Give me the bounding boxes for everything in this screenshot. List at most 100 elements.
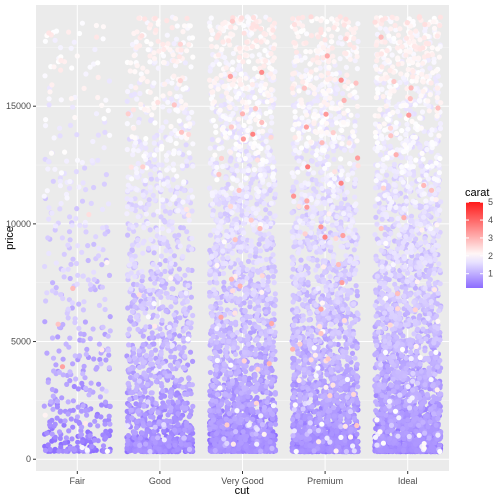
data-point	[125, 232, 131, 238]
data-point	[214, 262, 220, 268]
data-point	[267, 439, 273, 445]
data-point	[229, 210, 235, 216]
data-point	[249, 81, 255, 88]
data-point	[289, 441, 295, 447]
data-point	[96, 341, 102, 347]
data-point	[92, 46, 98, 53]
data-point	[80, 403, 86, 409]
data-point	[238, 416, 244, 422]
data-point	[133, 359, 139, 365]
data-point	[166, 108, 172, 114]
data-point	[167, 424, 173, 430]
data-point	[255, 366, 261, 372]
data-point	[236, 116, 242, 122]
data-point	[151, 152, 157, 158]
data-point	[243, 75, 249, 81]
data-point	[44, 430, 50, 436]
data-point	[99, 284, 105, 290]
data-point	[176, 118, 182, 124]
data-point	[44, 290, 50, 296]
data-point	[169, 25, 175, 31]
data-point	[124, 196, 130, 202]
data-point	[268, 134, 274, 140]
data-point	[90, 326, 96, 332]
data-point	[270, 174, 276, 180]
data-point	[41, 193, 47, 199]
data-point	[185, 282, 191, 289]
data-point	[65, 242, 71, 248]
data-point	[272, 182, 278, 188]
data-point	[129, 206, 135, 212]
data-point	[157, 172, 163, 178]
data-point	[175, 421, 181, 428]
data-point	[49, 82, 55, 88]
data-point	[149, 112, 155, 118]
data-point	[256, 100, 262, 106]
data-point	[133, 425, 140, 431]
data-point	[258, 413, 264, 419]
data-point	[151, 50, 157, 56]
data-point	[262, 47, 268, 54]
data-point	[190, 141, 196, 147]
data-point	[228, 276, 235, 282]
data-point	[239, 404, 245, 410]
data-point	[241, 349, 247, 355]
data-point	[180, 253, 186, 260]
data-point	[224, 422, 230, 428]
data-point	[70, 285, 76, 291]
data-point	[129, 309, 135, 315]
data-point	[68, 261, 74, 267]
data-point	[265, 93, 271, 99]
data-point	[139, 168, 145, 174]
data-point	[219, 46, 225, 53]
data-point	[170, 295, 176, 301]
data-point	[266, 361, 272, 367]
data-point	[66, 185, 73, 191]
data-point	[147, 448, 153, 455]
data-point	[268, 422, 274, 428]
data-point	[175, 399, 181, 405]
data-point	[142, 140, 148, 146]
data-point	[214, 177, 220, 183]
data-point	[257, 225, 263, 232]
data-point	[163, 308, 169, 314]
points-fair	[41, 20, 113, 454]
data-point	[270, 273, 276, 280]
data-point	[79, 159, 85, 166]
data-point	[161, 60, 167, 66]
data-point	[162, 364, 168, 370]
data-point	[184, 163, 190, 169]
data-point	[229, 167, 235, 173]
data-point	[57, 183, 64, 189]
data-point	[132, 297, 138, 303]
data-point	[258, 448, 264, 454]
data-point	[218, 155, 225, 161]
data-point	[185, 320, 191, 326]
data-point	[168, 96, 175, 102]
data-point	[91, 356, 97, 362]
data-point	[207, 185, 213, 191]
data-point	[80, 180, 86, 186]
data-point	[52, 421, 58, 427]
data-point	[57, 45, 64, 51]
data-point	[249, 176, 256, 182]
data-point	[60, 267, 66, 273]
data-point	[129, 134, 135, 140]
data-point	[164, 167, 170, 173]
data-point	[81, 85, 87, 91]
data-point	[185, 267, 191, 273]
data-point	[135, 148, 141, 154]
data-point	[59, 364, 66, 370]
data-point	[234, 225, 240, 231]
data-point	[180, 225, 186, 231]
data-point	[253, 346, 259, 353]
data-point	[237, 198, 243, 204]
data-point	[124, 445, 130, 452]
data-point	[74, 281, 80, 287]
data-point	[208, 15, 214, 21]
data-point	[85, 243, 91, 249]
data-point	[72, 316, 78, 322]
data-point	[153, 244, 159, 250]
data-point	[168, 405, 174, 411]
data-point	[147, 184, 153, 190]
